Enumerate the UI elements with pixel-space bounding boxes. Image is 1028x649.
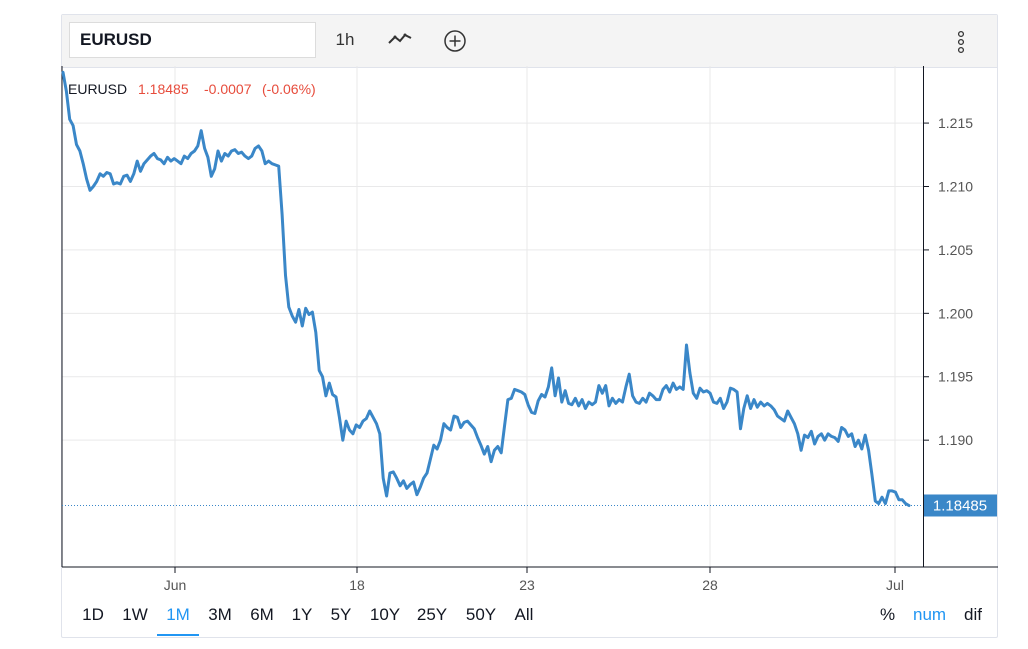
x-tick-label: 23 <box>519 577 535 593</box>
x-tick-label: Jul <box>886 577 904 593</box>
scale-mode-num[interactable]: num <box>913 605 947 624</box>
scale-mode-dif[interactable]: dif <box>964 605 982 624</box>
range-button-10y[interactable]: 10Y <box>369 605 401 624</box>
legend-change: -0.0007 <box>204 81 252 97</box>
line-chart-icon[interactable] <box>388 25 418 55</box>
range-button-1w[interactable]: 1W <box>122 605 148 624</box>
symbol-input[interactable] <box>69 22 316 58</box>
time-axis: Jun 18 23 28 Jul <box>164 567 904 593</box>
range-button-6m[interactable]: 6M <box>250 605 274 624</box>
price-axis: 1.215 1.210 1.205 1.200 1.195 1.190 <box>923 115 973 448</box>
series-line-eurusd <box>61 70 911 507</box>
range-button-25y[interactable]: 25Y <box>416 605 448 624</box>
x-tick-label: 28 <box>702 577 718 593</box>
x-tick-label: Jun <box>164 577 187 593</box>
y-tick-label: 1.200 <box>938 305 973 321</box>
chart-widget: 1h <box>61 14 998 638</box>
grid <box>62 66 923 567</box>
interval-button[interactable]: 1h <box>335 30 355 49</box>
range-button-1d[interactable]: 1D <box>82 605 104 624</box>
range-button-all[interactable]: All <box>514 605 534 624</box>
legend-change-pct: (-0.06%) <box>262 81 316 97</box>
legend-price: 1.18485 <box>138 81 189 97</box>
scale-mode-percent[interactable]: % <box>880 605 896 624</box>
last-price-tag: 1.18485 <box>924 494 997 517</box>
range-button-1y[interactable]: 1Y <box>291 605 313 624</box>
plus-circle-icon[interactable] <box>443 25 469 55</box>
y-tick-label: 1.215 <box>938 115 973 131</box>
range-button-3m[interactable]: 3M <box>208 605 232 624</box>
range-button-50y[interactable]: 50Y <box>465 605 497 624</box>
y-tick-label: 1.190 <box>938 432 973 448</box>
y-tick-label: 1.195 <box>938 369 973 385</box>
chart-legend: EURUSD 1.18485 -0.0007 (-0.06%) <box>68 81 316 97</box>
y-tick-label: 1.210 <box>938 178 973 194</box>
range-button-5y[interactable]: 5Y <box>330 605 352 624</box>
x-tick-label: 18 <box>349 577 365 593</box>
y-tick-label: 1.205 <box>938 242 973 258</box>
svg-text:1.18485: 1.18485 <box>933 497 987 514</box>
chart-toolbar: 1h <box>62 15 997 68</box>
legend-symbol: EURUSD <box>68 81 127 97</box>
vertical-dots-icon[interactable] <box>956 25 976 55</box>
range-button-1m[interactable]: 1M <box>157 600 199 636</box>
